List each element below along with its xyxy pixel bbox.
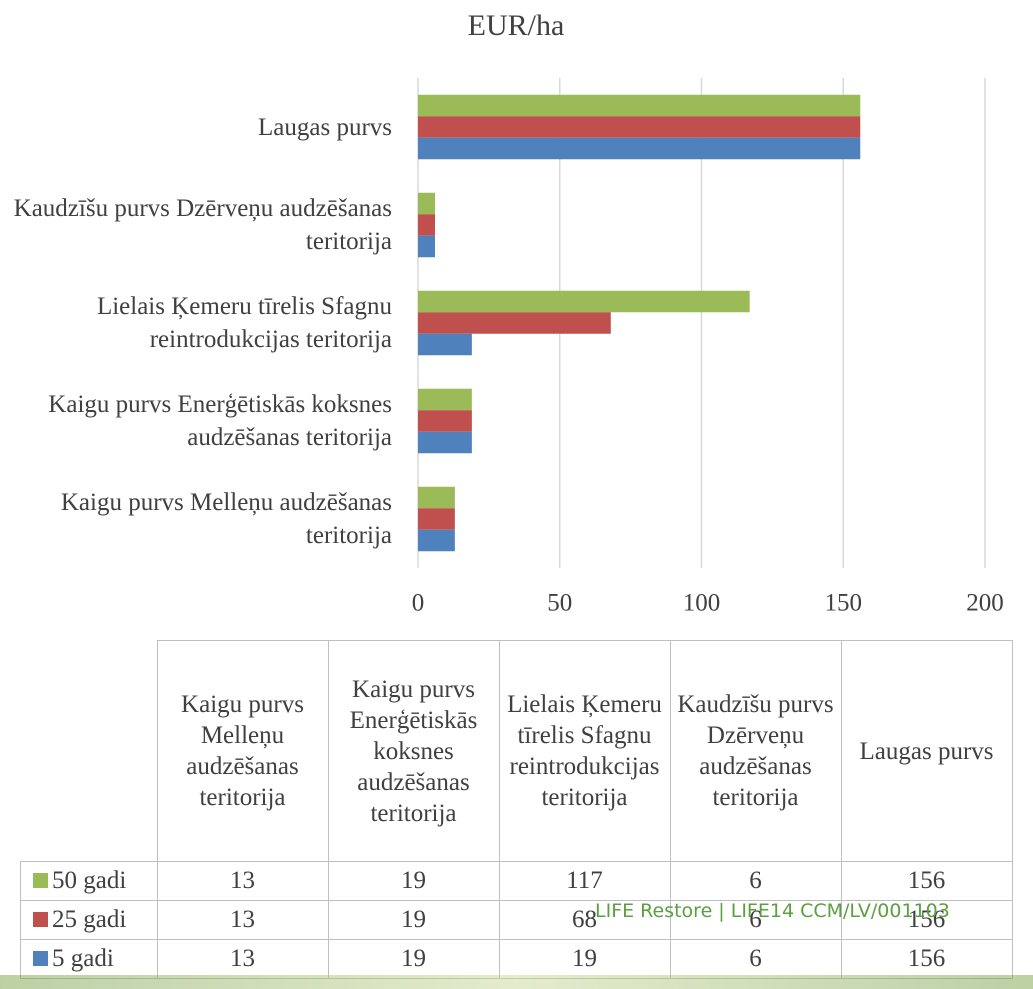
y-tick-label: Kaigu purvs Melleņu audzēšanas teritorij… bbox=[60, 489, 392, 549]
table-header-cell: Lielais Ķemeru tīrelis Sfagnu reintroduk… bbox=[498, 640, 671, 862]
bar bbox=[418, 333, 472, 356]
table-row: 5 gadi 13 19 19 6 156 bbox=[20, 939, 1013, 979]
x-tick-label: 0 bbox=[412, 590, 425, 617]
table-row: 50 gadi 13 19 117 6 156 bbox=[20, 861, 1013, 901]
legend-entry: 50 gadi bbox=[20, 861, 158, 901]
footer: LIFE Restore | LIFE14 CCM/LV/001103 bbox=[595, 900, 950, 922]
bar bbox=[418, 388, 472, 411]
bar bbox=[418, 192, 436, 215]
legend-label: 50 gadi bbox=[52, 867, 127, 894]
y-tick-label: Kaudzīšu purvs Dzērveņu audzēšanas terit… bbox=[13, 195, 392, 255]
table-cell: 156 bbox=[840, 861, 1013, 901]
table-corner bbox=[20, 640, 158, 862]
table-cell: 19 bbox=[327, 900, 500, 940]
legend-swatch bbox=[33, 912, 48, 927]
data-table: Kaigu purvs Melleņu audzēšanas teritorij… bbox=[20, 640, 1013, 979]
table-cell: 6 bbox=[669, 861, 842, 901]
x-tick-label: 100 bbox=[683, 590, 721, 617]
table-cell: 156 bbox=[840, 939, 1013, 979]
bar bbox=[418, 529, 455, 552]
bar bbox=[418, 486, 455, 509]
bar bbox=[418, 235, 436, 258]
legend-entry: 25 gadi bbox=[20, 900, 158, 940]
table-cell: 156 bbox=[840, 900, 1013, 940]
bar bbox=[418, 137, 861, 160]
bar bbox=[418, 508, 455, 530]
table-cell: 19 bbox=[327, 939, 500, 979]
table-header-row: Kaigu purvs Melleņu audzēšanas teritorij… bbox=[20, 640, 1013, 862]
legend-label: 25 gadi bbox=[52, 906, 127, 933]
legend-swatch bbox=[33, 873, 48, 888]
chart: EUR/ha 0 50 100 150 200 bbox=[412, 9, 1004, 617]
table-row: 25 gadi 13 19 68 6 156 bbox=[20, 900, 1013, 940]
bar bbox=[418, 312, 611, 334]
x-tick-label: 200 bbox=[966, 590, 1004, 617]
y-tick-label: Laugas purvs bbox=[258, 113, 392, 141]
chart-title: EUR/ha bbox=[468, 9, 565, 42]
table-cell: 19 bbox=[327, 861, 500, 901]
table-cell: 13 bbox=[156, 861, 329, 901]
legend-swatch bbox=[33, 951, 48, 966]
bar bbox=[418, 116, 861, 138]
table-cell: 13 bbox=[156, 900, 329, 940]
table-cell: 117 bbox=[498, 861, 671, 901]
table-cell: 13 bbox=[156, 939, 329, 979]
table-header-cell: Kaigu purvs Enerģētiskās koksnes audzēša… bbox=[327, 640, 500, 862]
bar bbox=[418, 290, 750, 313]
bar bbox=[418, 214, 436, 236]
legend-label: 5 gadi bbox=[52, 945, 114, 972]
bar bbox=[418, 431, 472, 454]
table-cell: 6 bbox=[669, 939, 842, 979]
x-tick-label: 150 bbox=[825, 590, 863, 617]
y-tick-label: Lielais Ķemeru tīrelis Sfagnu reintroduk… bbox=[96, 293, 392, 353]
table-header-cell: Kaudzīšu purvs Dzērveņu audzēšanas terit… bbox=[669, 640, 842, 862]
bar bbox=[418, 410, 472, 432]
bar bbox=[418, 94, 861, 117]
table-cell: 19 bbox=[498, 939, 671, 979]
table-header-cell: Laugas purvs bbox=[840, 640, 1013, 862]
y-tick-label: Kaigu purvs Enerģētiskās koksnes audzēša… bbox=[48, 391, 392, 451]
decoration bbox=[0, 975, 1033, 989]
table-header-cell: Kaigu purvs Melleņu audzēšanas teritorij… bbox=[156, 640, 329, 862]
x-tick-label: 50 bbox=[547, 590, 572, 617]
legend-entry: 5 gadi bbox=[20, 939, 158, 979]
table-cell: 6 bbox=[669, 900, 842, 940]
